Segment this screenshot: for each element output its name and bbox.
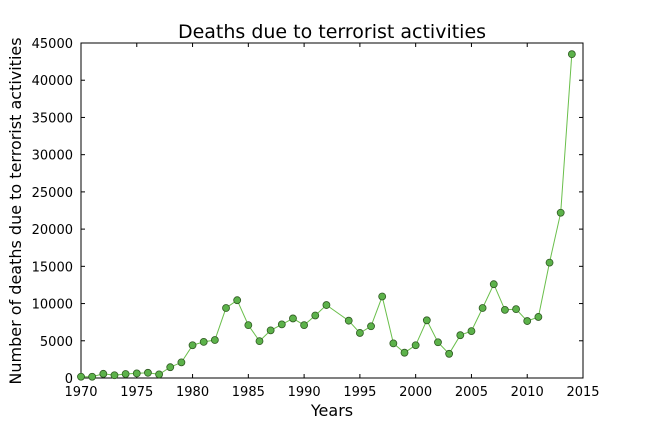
- series-line: [81, 54, 573, 378]
- data-point: [389, 339, 398, 348]
- x-tick-label: 1985: [232, 385, 265, 400]
- y-tick-label: 10000: [32, 298, 73, 313]
- data-point: [199, 337, 208, 346]
- y-tick-label: 5000: [40, 335, 73, 350]
- x-tick-label: 1975: [120, 385, 153, 400]
- y-axis-title: Number of deaths due to terrorist activi…: [6, 37, 25, 384]
- data-point: [177, 358, 186, 367]
- data-point: [155, 370, 163, 379]
- data-point: [222, 304, 230, 312]
- data-point: [545, 258, 554, 267]
- x-tick-label: 2015: [566, 385, 599, 400]
- data-point: [132, 369, 141, 378]
- data-point: [489, 280, 498, 289]
- data-point: [88, 372, 97, 381]
- data-point: [378, 292, 387, 301]
- y-tick-label: 45000: [32, 37, 73, 52]
- data-point: [144, 368, 152, 377]
- data-point: [422, 316, 431, 325]
- data-point: [478, 304, 487, 312]
- data-point: [244, 321, 253, 330]
- series-group: [77, 50, 576, 381]
- axis-tick-labels: 1970 1975 1980 1985 1990 1995 2000 2005 2010 2015…: [32, 37, 600, 400]
- y-tick-label: 0: [65, 372, 73, 387]
- data-point: [501, 305, 509, 314]
- data-point: [467, 327, 476, 336]
- data-point: [434, 338, 442, 347]
- y-tick-label: 30000: [32, 149, 73, 164]
- x-tick-label: 1980: [176, 385, 209, 400]
- data-point: [110, 371, 119, 380]
- data-point: [266, 326, 275, 335]
- data-point: [77, 372, 85, 381]
- x-tick-label: 1970: [64, 385, 97, 400]
- data-point: [255, 337, 264, 346]
- data-point: [512, 305, 520, 314]
- data-point: [367, 322, 375, 331]
- chart-title: Deaths due to terrorist activities: [178, 21, 486, 43]
- data-point: [121, 370, 130, 378]
- data-point: [445, 349, 454, 358]
- data-point: [166, 363, 175, 372]
- data-point: [567, 50, 576, 59]
- data-point: [210, 336, 219, 344]
- y-tick-label: 20000: [32, 223, 73, 238]
- y-tick-label: 40000: [32, 74, 73, 89]
- data-point: [277, 320, 286, 329]
- data-point: [300, 321, 309, 330]
- data-point: [289, 314, 297, 323]
- x-tick-label: 1990: [288, 385, 321, 400]
- x-tick-label: 2000: [399, 385, 432, 400]
- data-point: [523, 317, 532, 325]
- data-point: [99, 369, 108, 378]
- data-point: [534, 313, 543, 321]
- data-point: [456, 331, 465, 340]
- x-tick-label: 1995: [343, 385, 376, 400]
- y-tick-label: 15000: [32, 260, 73, 275]
- data-point: [188, 341, 197, 350]
- data-point: [400, 348, 409, 357]
- data-point: [411, 341, 420, 350]
- data-point: [233, 296, 242, 305]
- axis-ticks: [80, 42, 584, 379]
- data-point: [355, 329, 364, 337]
- data-point: [322, 301, 331, 309]
- y-tick-label: 35000: [32, 111, 73, 126]
- data-point: [344, 316, 353, 325]
- data-point: [556, 208, 565, 217]
- plot-area: [80, 42, 584, 379]
- data-point: [311, 311, 320, 320]
- x-axis-title: Years: [310, 401, 353, 420]
- x-tick-label: 2005: [455, 385, 488, 400]
- y-tick-label: 25000: [32, 186, 73, 201]
- x-tick-label: 2010: [511, 385, 544, 400]
